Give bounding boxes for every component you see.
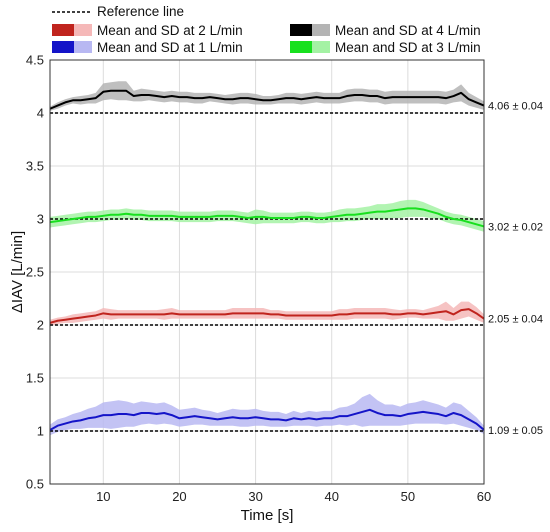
x-tick-label: 50 — [401, 489, 415, 504]
x-tick-label: 10 — [96, 489, 110, 504]
legend-swatch-mean — [290, 24, 312, 36]
x-tick-label: 60 — [477, 489, 491, 504]
y-tick-label: 1 — [37, 424, 44, 439]
x-tick-label: 30 — [248, 489, 262, 504]
legend-label: Mean and SD at 1 L/min — [97, 40, 243, 55]
y-tick-label: 2 — [37, 318, 44, 333]
legend-label: Mean and SD at 4 L/min — [335, 23, 481, 38]
legend-swatch-sd — [74, 41, 92, 53]
y-tick-label: 4 — [37, 106, 44, 121]
legend-swatch-mean — [52, 24, 74, 36]
y-axis-label: ΔIAV [L/min] — [9, 231, 26, 313]
series-annotation: 2.05 ± 0.04 — [488, 314, 543, 326]
legend-label: Mean and SD at 3 L/min — [335, 40, 481, 55]
reference-lines — [50, 112, 484, 432]
mean-line-series-1 — [49, 207, 485, 228]
y-tick-label: 1.5 — [26, 371, 44, 386]
x-tick-label: 40 — [324, 489, 338, 504]
y-tick-label: 3 — [37, 212, 44, 227]
sd-bands — [50, 81, 484, 436]
legend-swatch-sd — [74, 24, 92, 36]
legend-swatch-mean — [290, 41, 312, 53]
x-tick-label: 20 — [172, 489, 186, 504]
series-annotation: 3.02 ± 0.02 — [488, 221, 543, 233]
series-annotation: 4.06 ± 0.04 — [488, 101, 543, 113]
sd-band-series-3 — [50, 393, 484, 436]
y-tick-labels: 0.5 1 1.5 2 2.5 3 3.5 4 4.5 — [26, 53, 44, 492]
y-tick-label: 3.5 — [26, 159, 44, 174]
legend-swatch-sd — [312, 24, 330, 36]
y-tick-label: 2.5 — [26, 265, 44, 280]
x-axis-label: Time [s] — [241, 507, 294, 524]
legend-swatch-mean — [52, 41, 74, 53]
plot-frame — [49, 59, 485, 485]
mean-line-series-2 — [49, 308, 485, 324]
legend: Reference line Mean and SD at 2 L/min Mea… — [52, 4, 481, 55]
y-tick-label: 0.5 — [26, 477, 44, 492]
sd-band-series-0 — [50, 81, 484, 111]
y-tick-label: 4.5 — [26, 53, 44, 68]
legend-swatch-sd — [312, 41, 330, 53]
series-annotation: 1.09 ± 0.05 — [488, 425, 543, 437]
legend-reference-label: Reference line — [97, 4, 184, 19]
mean-line-series-3 — [49, 408, 485, 431]
x-tick-labels: 10 20 30 40 50 60 — [96, 489, 491, 504]
mean-lines — [49, 89, 485, 431]
mean-line-series-0 — [49, 89, 485, 110]
series-annotations: 4.06 ± 0.04 3.02 ± 0.02 2.05 ± 0.04 1.09 ± … — [488, 101, 543, 437]
sd-band-series-1 — [50, 199, 484, 232]
legend-label: Mean and SD at 2 L/min — [97, 23, 243, 38]
